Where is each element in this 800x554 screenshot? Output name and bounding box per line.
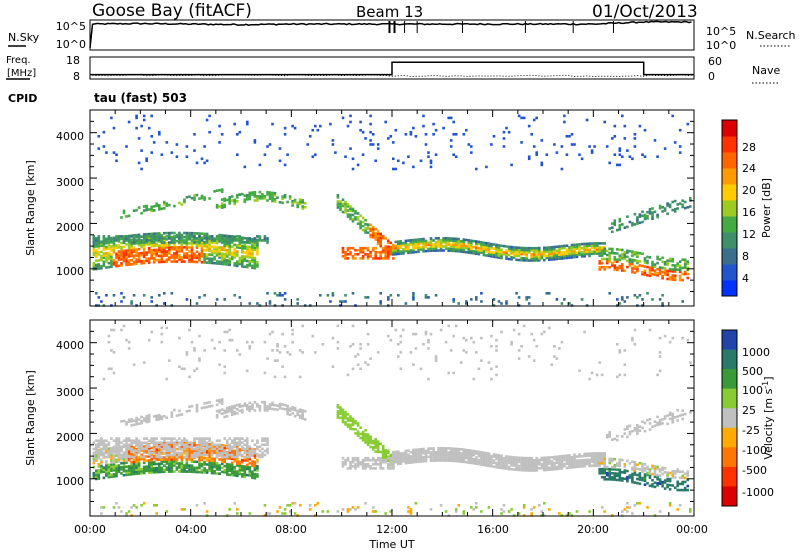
velocity-ytick-4000: 4000 bbox=[56, 339, 84, 352]
freq-label-line1: Freq. bbox=[6, 55, 31, 66]
noise-line bbox=[89, 20, 692, 49]
noise-right-tick-bottom: 10^0 bbox=[706, 39, 736, 52]
velocity-heatmap bbox=[92, 324, 692, 517]
velocity-cbar-tick-minus100: -100 bbox=[742, 444, 767, 457]
xtick-12: 12:00 bbox=[376, 523, 408, 536]
noise-panel bbox=[89, 19, 695, 51]
freq-left-tick-top: 18 bbox=[66, 54, 80, 67]
velocity-ytick-1000: 1000 bbox=[56, 475, 84, 488]
velocity-cbar-label: Velocity [m s-1] bbox=[761, 376, 775, 459]
power-ytick-1000: 1000 bbox=[56, 265, 84, 278]
power-cbar-segment bbox=[722, 200, 737, 217]
freq-line bbox=[90, 61, 694, 76]
velocity-cbar-segment bbox=[722, 427, 737, 448]
power-cbar-segment bbox=[722, 232, 737, 249]
power-cbar-tick-12: 12 bbox=[742, 228, 756, 241]
velocity-cbar-tick-minus500: -500 bbox=[742, 464, 767, 477]
freq-right-tick-bottom: 0 bbox=[708, 70, 715, 83]
velocity-cbar-segment bbox=[722, 349, 737, 370]
xtick-20: 20:00 bbox=[577, 523, 609, 536]
velocity-cbar-segment bbox=[722, 466, 737, 487]
power-cbar-tick-20: 20 bbox=[742, 184, 756, 197]
power-ytick-4000: 4000 bbox=[56, 130, 84, 143]
xtick-24: 00:00 bbox=[676, 523, 708, 536]
xtick-04: 04:00 bbox=[175, 523, 207, 536]
noise-right-tick-top: 10^5 bbox=[706, 25, 736, 38]
cpid-label: CPID bbox=[8, 92, 37, 105]
freq-label-line2: [MHz] bbox=[7, 68, 36, 79]
power-heatmap bbox=[92, 114, 692, 307]
velocity-cbar-segment bbox=[722, 369, 737, 390]
velocity-cbar-tick-minus1000: -1000 bbox=[742, 486, 774, 499]
power-cbar-tick-8: 8 bbox=[742, 250, 749, 263]
power-cbar-segment bbox=[722, 184, 737, 201]
power-cbar-tick-4: 4 bbox=[742, 272, 749, 285]
velocity-ylabel: Slant Range [km] bbox=[24, 370, 37, 466]
power-colorbar bbox=[722, 120, 737, 297]
nave-line bbox=[89, 74, 695, 78]
velocity-panel bbox=[89, 319, 695, 517]
power-cbar-segment bbox=[722, 168, 737, 185]
noise-left-tick-bottom: 10^0 bbox=[56, 38, 86, 51]
velocity-ytick-2000: 2000 bbox=[56, 431, 84, 444]
power-ytick-3000: 3000 bbox=[56, 176, 84, 189]
beam-title: Beam 13 bbox=[356, 3, 423, 21]
noise-left-tick-top: 10^5 bbox=[56, 20, 86, 33]
noise-left-label: N.Sky bbox=[8, 31, 40, 44]
freq-left-tick-bottom: 8 bbox=[73, 70, 80, 83]
velocity-cbar-segment bbox=[722, 330, 737, 351]
freq-right-tick-top: 60 bbox=[708, 55, 722, 68]
power-cbar-segment bbox=[722, 248, 737, 265]
date-title: 01/Oct/2013 bbox=[592, 2, 698, 22]
power-cbar-tick-16: 16 bbox=[742, 206, 756, 219]
power-cbar-label: Power [dB] bbox=[760, 178, 773, 238]
velocity-cbar-segment bbox=[722, 447, 737, 468]
velocity-colorbar bbox=[722, 330, 737, 507]
power-cbar-segment bbox=[722, 264, 737, 281]
power-cbar-segment bbox=[722, 152, 737, 169]
velocity-cbar-segment bbox=[722, 408, 737, 429]
power-cbar-segment bbox=[722, 216, 737, 233]
xtick-16: 16:00 bbox=[477, 523, 509, 536]
velocity-cbar-tick-25: 25 bbox=[742, 404, 756, 417]
freq-panel bbox=[89, 56, 695, 80]
velocity-cbar-segment bbox=[722, 388, 737, 409]
velocity-cbar-tick-100: 100 bbox=[742, 384, 763, 397]
power-panel bbox=[89, 109, 695, 307]
velocity-cbar-segment bbox=[722, 486, 737, 507]
velocity-cbar-tick-minus25: -25 bbox=[742, 424, 760, 437]
xtick-08: 08:00 bbox=[275, 523, 307, 536]
xaxis-label: Time UT bbox=[368, 538, 414, 551]
power-ytick-2000: 2000 bbox=[56, 221, 84, 234]
station-title: Goose Bay (fitACF) bbox=[92, 1, 252, 21]
velocity-ytick-3000: 3000 bbox=[56, 386, 84, 399]
noise-right-label: N.Search bbox=[746, 29, 796, 42]
power-cbar-tick-24: 24 bbox=[742, 162, 756, 175]
power-ylabel: Slant Range [km] bbox=[24, 160, 37, 256]
cpid-text: tau (fast) 503 bbox=[94, 91, 187, 105]
power-cbar-tick-28: 28 bbox=[742, 141, 756, 154]
nave-label: Nave bbox=[752, 64, 780, 77]
power-cbar-segment bbox=[722, 120, 737, 137]
velocity-cbar-tick-1000: 1000 bbox=[742, 346, 770, 359]
velocity-cbar-tick-500: 500 bbox=[742, 365, 763, 378]
xtick-00: 00:00 bbox=[74, 523, 106, 536]
power-cbar-segment bbox=[722, 136, 737, 153]
power-cbar-segment bbox=[722, 280, 737, 297]
